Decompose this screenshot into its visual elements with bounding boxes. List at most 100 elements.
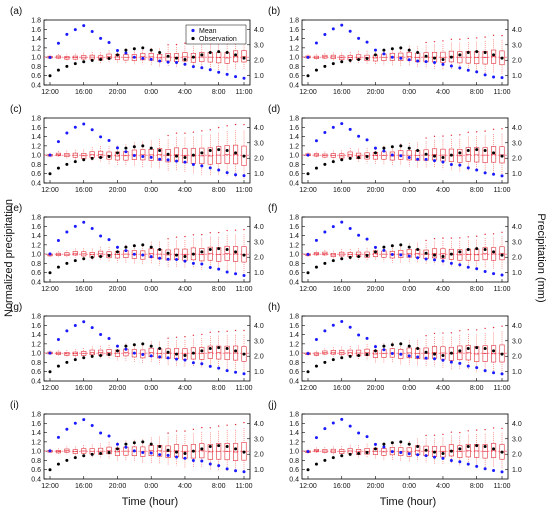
mean-point (449, 64, 453, 68)
y-tick-label-right: 2.0 (254, 156, 264, 163)
y-tick-label-right: 2.0 (254, 452, 264, 459)
mean-point (416, 256, 420, 260)
observation-point (217, 50, 221, 54)
y-tick-label-left: 1.8 (31, 215, 41, 222)
mean-point (82, 418, 86, 422)
mean-point (340, 122, 344, 126)
observation-point (365, 155, 369, 159)
observation-point (475, 148, 479, 152)
observation-point (200, 349, 204, 353)
mean-point (234, 272, 238, 276)
mean-point (492, 172, 496, 176)
y-tick-label-left: 1.6 (289, 27, 299, 34)
y-tick-label-left: 1.2 (289, 341, 299, 348)
observation-point (407, 48, 411, 52)
mean-point (416, 59, 420, 63)
mean-point (183, 456, 187, 460)
observation-point (175, 56, 179, 60)
observation-point (217, 247, 221, 251)
x-tick-label: 20:00 (109, 483, 127, 490)
mean-point (416, 453, 420, 457)
observation-point (357, 353, 361, 357)
mean-point (141, 352, 145, 356)
mean-point (399, 154, 403, 158)
observation-point (166, 251, 170, 255)
mean-point (82, 24, 86, 28)
mean-point (323, 329, 327, 333)
y-tick-label-right: 2.0 (512, 156, 522, 163)
outlier-point (226, 424, 228, 426)
mean-point (191, 261, 195, 265)
observation-point (458, 349, 462, 353)
observation-point (314, 462, 318, 466)
observation-point (306, 468, 310, 472)
mean-point (56, 140, 60, 144)
mean-point (149, 354, 153, 358)
observation-point (399, 46, 403, 50)
x-tick-label: 8:00 (470, 286, 484, 293)
outlier-point (501, 128, 503, 130)
y-tick-label-left: 0.4 (31, 379, 41, 386)
observation-point (191, 252, 195, 256)
panel-a: (a) 0.4 0.6 0.8 1.0 1.2 1.4 1.6 1.8 1.0 2.0 3.0 4.0 1… (10, 6, 264, 96)
observation-point (382, 48, 386, 52)
observation-point (82, 454, 86, 458)
right-axis-label: Precipitation (mm) (535, 213, 547, 302)
mean-point (475, 267, 479, 271)
outlier-point (459, 330, 461, 332)
observation-point (217, 444, 221, 448)
outlier-point (226, 229, 228, 232)
mean-point (124, 150, 128, 154)
observation-point (458, 151, 462, 155)
x-tick-label: 12:00 (41, 286, 59, 293)
observation-point (433, 253, 437, 257)
mean-point (433, 60, 437, 64)
outlier-point (501, 325, 503, 327)
outlier-point (450, 38, 453, 41)
mean-point (208, 462, 212, 466)
observation-point (175, 154, 179, 158)
mean-point (331, 323, 335, 327)
mean-point (458, 163, 462, 167)
observation-point (99, 57, 103, 61)
y-tick-label-right: 4.0 (254, 421, 264, 428)
outlier-point (243, 123, 245, 126)
mean-point (149, 155, 153, 159)
observation-point (56, 364, 60, 368)
observation-point (234, 250, 238, 254)
outlier-point (201, 426, 203, 429)
mean-point (365, 40, 369, 44)
mean-point (132, 153, 136, 157)
observation-point (433, 450, 437, 454)
x-tick-label: 8:00 (470, 89, 484, 96)
legend-marker (191, 28, 195, 33)
observation-point (441, 254, 445, 258)
observation-point (183, 155, 187, 159)
mean-point (407, 156, 411, 160)
outlier-point (175, 43, 178, 46)
observation-point (466, 248, 470, 251)
outlier-point (243, 228, 245, 231)
observation-point (314, 68, 318, 72)
mean-point (217, 267, 221, 271)
observation-point (466, 347, 470, 350)
mean-point (115, 344, 119, 348)
outlier-point (175, 236, 178, 238)
observation-point (373, 349, 377, 353)
mean-point (357, 333, 361, 337)
observation-point (331, 160, 335, 164)
observation-point (99, 353, 103, 357)
mean-point (399, 451, 403, 455)
observation-point (483, 149, 487, 152)
outlier-point (234, 423, 237, 426)
observation-point (141, 342, 145, 346)
observation-point (217, 346, 221, 350)
mean-point (225, 72, 229, 76)
mean-point (175, 357, 179, 361)
outlier-point (226, 125, 228, 127)
y-tick-label-left: 0.6 (31, 467, 41, 474)
y-tick-label-right: 2.0 (512, 354, 522, 361)
outlier-point (467, 328, 469, 331)
observation-point (441, 57, 445, 61)
y-tick-label-left: 1.0 (289, 449, 299, 456)
